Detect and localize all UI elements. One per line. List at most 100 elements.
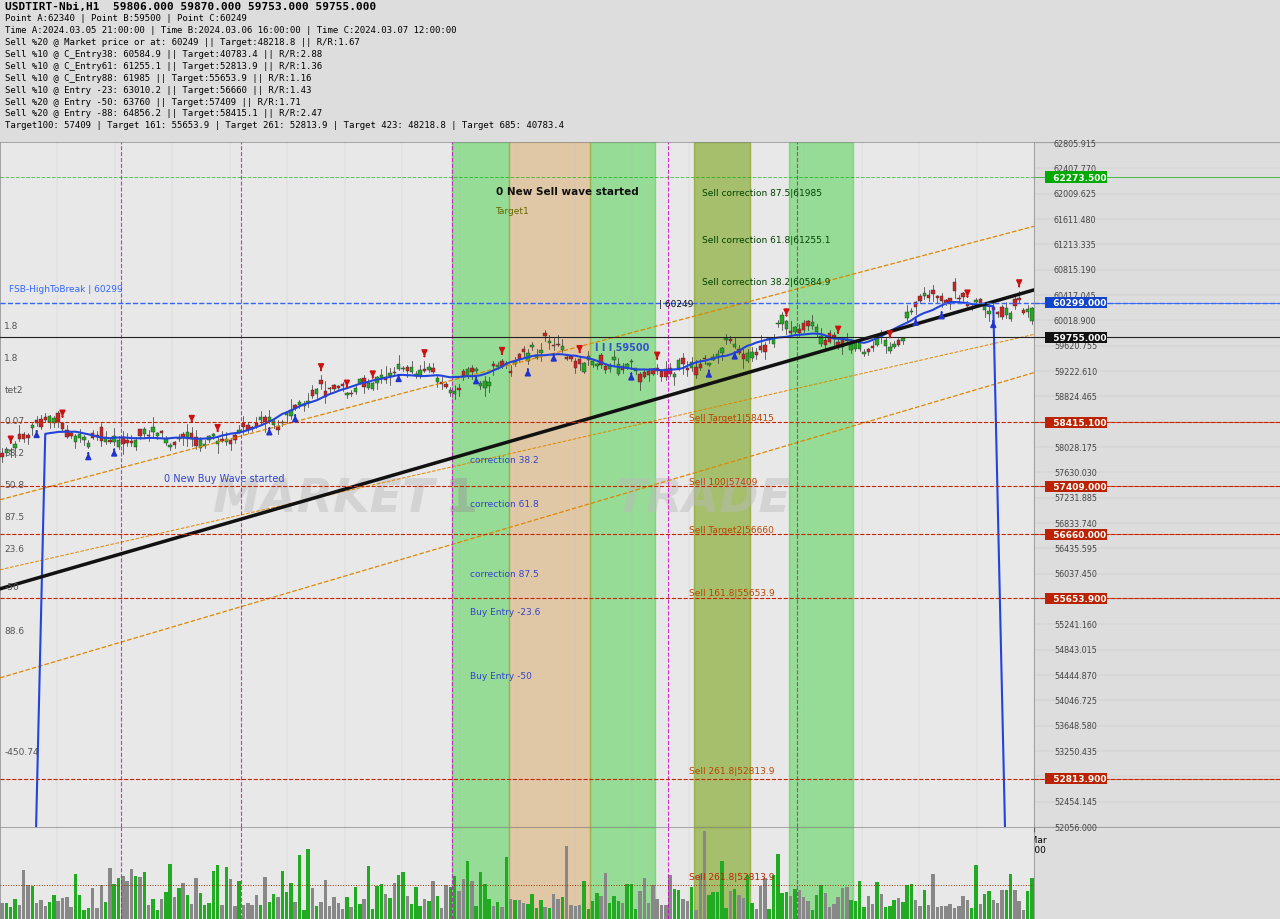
Text: -450.74: -450.74 bbox=[4, 747, 38, 756]
Bar bbox=[513, 901, 517, 919]
Bar bbox=[828, 334, 831, 343]
Bar bbox=[27, 436, 29, 438]
Bar bbox=[87, 443, 90, 448]
Bar bbox=[694, 142, 750, 827]
Text: Sell 100|57409: Sell 100|57409 bbox=[690, 478, 758, 487]
Text: 23.6: 23.6 bbox=[4, 544, 24, 553]
Bar bbox=[530, 346, 534, 347]
Bar bbox=[453, 876, 457, 919]
Bar bbox=[415, 375, 417, 377]
Bar bbox=[65, 897, 69, 919]
Bar bbox=[617, 365, 620, 374]
Bar bbox=[22, 870, 26, 919]
Text: Buy Entry -23.6: Buy Entry -23.6 bbox=[470, 607, 540, 617]
Bar bbox=[686, 901, 689, 919]
Bar bbox=[845, 887, 849, 919]
Bar bbox=[508, 142, 590, 827]
Bar bbox=[552, 894, 556, 919]
Text: TRADE: TRADE bbox=[614, 476, 791, 521]
Bar bbox=[548, 908, 552, 919]
Bar bbox=[138, 878, 142, 919]
Bar bbox=[410, 904, 413, 919]
Text: 55241.160: 55241.160 bbox=[1053, 620, 1097, 630]
Bar bbox=[659, 371, 663, 378]
Bar bbox=[475, 370, 477, 372]
Bar bbox=[759, 346, 763, 351]
Bar bbox=[27, 886, 29, 919]
Bar bbox=[1018, 901, 1021, 919]
Bar bbox=[156, 434, 159, 437]
Bar bbox=[246, 425, 250, 431]
Bar bbox=[483, 381, 486, 389]
Text: Sell %20 @ Entry -50: 63760 || Target:57409 || R/R:1.71: Sell %20 @ Entry -50: 63760 || Target:57… bbox=[5, 97, 301, 107]
Bar bbox=[169, 864, 172, 919]
Bar bbox=[211, 435, 215, 437]
Bar bbox=[457, 891, 461, 919]
Bar bbox=[74, 874, 77, 919]
Bar bbox=[970, 908, 974, 919]
Text: 87.5: 87.5 bbox=[4, 512, 24, 521]
Bar bbox=[927, 296, 931, 299]
Bar bbox=[31, 425, 35, 429]
Bar bbox=[129, 442, 133, 443]
Bar bbox=[763, 878, 767, 919]
Bar bbox=[91, 434, 95, 438]
Bar bbox=[1027, 310, 1029, 312]
Text: 1.8: 1.8 bbox=[4, 354, 19, 362]
Bar bbox=[160, 900, 164, 919]
Bar bbox=[182, 435, 184, 438]
Text: 60815.190: 60815.190 bbox=[1053, 266, 1097, 275]
Bar bbox=[333, 897, 335, 919]
Bar bbox=[639, 891, 641, 919]
Bar bbox=[626, 883, 628, 919]
Bar bbox=[82, 438, 86, 441]
Bar bbox=[60, 898, 64, 919]
Bar bbox=[646, 372, 650, 376]
Bar bbox=[358, 904, 361, 919]
Bar bbox=[492, 906, 495, 919]
Bar bbox=[113, 884, 116, 919]
Text: 53250.435: 53250.435 bbox=[1053, 747, 1097, 755]
Bar bbox=[371, 384, 375, 390]
Bar bbox=[5, 902, 8, 919]
Bar bbox=[100, 885, 102, 919]
Bar bbox=[746, 354, 749, 361]
Bar bbox=[0, 453, 4, 458]
Bar bbox=[384, 378, 388, 381]
Text: 52454.145: 52454.145 bbox=[1053, 798, 1097, 806]
Bar bbox=[806, 322, 810, 327]
Bar bbox=[453, 827, 508, 919]
Bar bbox=[952, 908, 956, 919]
Bar bbox=[134, 877, 137, 919]
Bar bbox=[828, 907, 831, 919]
Bar bbox=[876, 336, 878, 346]
Bar bbox=[668, 875, 672, 919]
Bar bbox=[271, 894, 275, 919]
Bar bbox=[612, 896, 616, 919]
Text: 60417.045: 60417.045 bbox=[1053, 291, 1097, 301]
Bar bbox=[238, 881, 241, 919]
Bar bbox=[479, 872, 483, 919]
Bar bbox=[945, 906, 947, 919]
Bar bbox=[582, 881, 586, 919]
Bar bbox=[643, 373, 646, 378]
Bar bbox=[712, 357, 716, 360]
Text: correction 87.5: correction 87.5 bbox=[470, 570, 539, 578]
Text: FSB-HighToBreak | 60299: FSB-HighToBreak | 60299 bbox=[9, 285, 123, 294]
Bar bbox=[703, 832, 707, 919]
Bar bbox=[52, 895, 55, 919]
Bar bbox=[220, 439, 224, 441]
Bar bbox=[122, 437, 124, 444]
Bar bbox=[1030, 879, 1034, 919]
Bar bbox=[65, 430, 69, 437]
Text: 62407.770: 62407.770 bbox=[1053, 165, 1097, 174]
Bar bbox=[125, 881, 129, 919]
Text: I I I 59500: I I I 59500 bbox=[595, 343, 649, 353]
Bar bbox=[186, 432, 189, 439]
Text: MARKET: MARKET bbox=[214, 476, 434, 521]
Bar bbox=[375, 887, 379, 919]
Bar bbox=[251, 905, 253, 919]
Bar bbox=[996, 312, 1000, 315]
Bar bbox=[13, 445, 17, 448]
Bar bbox=[599, 896, 603, 919]
